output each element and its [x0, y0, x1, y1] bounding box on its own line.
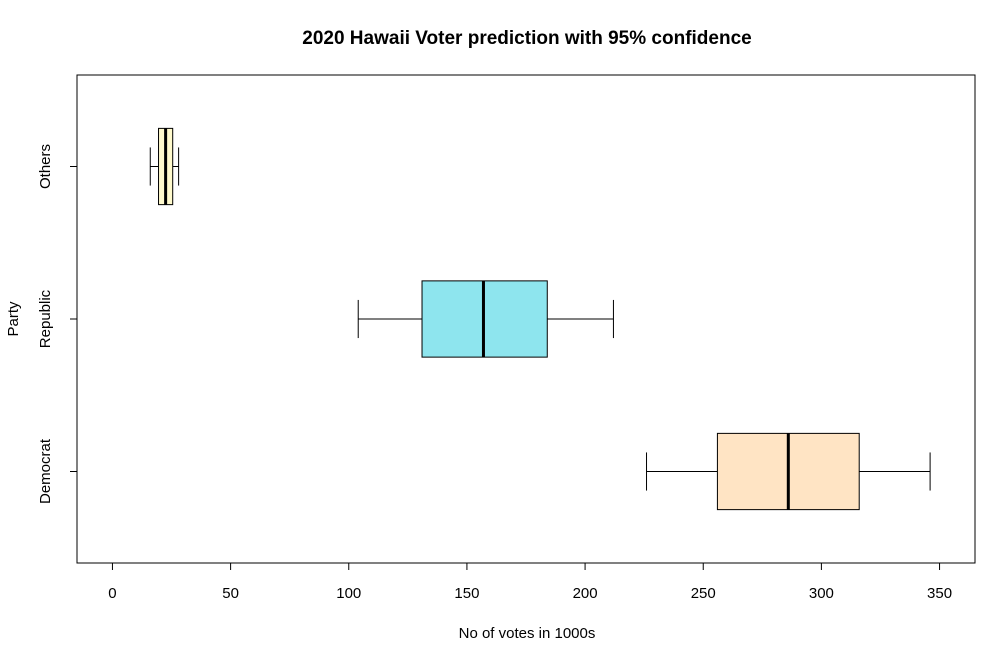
- x-tick-label: 50: [222, 585, 239, 602]
- y-axis: Democrat Republic Others: [37, 144, 78, 504]
- y-tick-label: Democrat: [37, 438, 54, 504]
- x-tick-label: 0: [108, 585, 116, 602]
- x-axis: 0 50 100 150 200 250 300 350: [108, 562, 952, 602]
- x-tick-label: 300: [809, 585, 834, 602]
- y-tick-label: Republic: [37, 289, 54, 348]
- x-axis-label: No of votes in 1000s: [459, 625, 596, 642]
- box-democrat: [646, 432, 931, 511]
- boxplot-series: [149, 127, 931, 511]
- chart-title: 2020 Hawaii Voter prediction with 95% co…: [302, 28, 751, 49]
- x-tick-label: 200: [573, 585, 598, 602]
- y-tick-label: Others: [37, 144, 54, 189]
- x-tick-label: 100: [336, 585, 361, 602]
- x-tick-label: 250: [691, 585, 716, 602]
- x-tick-label: 350: [927, 585, 952, 602]
- box-others: [149, 127, 180, 206]
- y-axis-label: Party: [5, 301, 22, 337]
- x-tick-label: 150: [454, 585, 479, 602]
- box-republic: [357, 280, 614, 358]
